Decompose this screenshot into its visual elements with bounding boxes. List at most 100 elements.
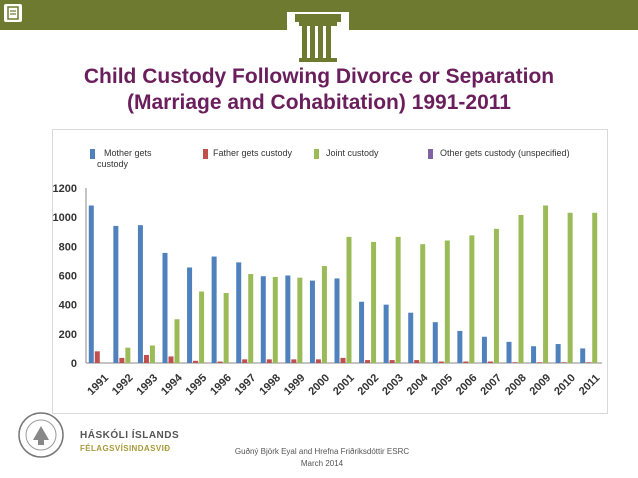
bar-mother-2006 [457, 330, 463, 363]
bar-mother-2004 [408, 312, 414, 363]
bar-joint-1995 [199, 291, 205, 363]
bar-joint-2006 [469, 235, 475, 363]
y-tick-label: 400 [59, 300, 77, 312]
x-tick-label: 2008 [503, 372, 529, 398]
bar-father-1992 [119, 357, 125, 363]
bar-father-2010 [561, 362, 567, 363]
y-tick-label: 1000 [53, 212, 77, 224]
bar-mother-2011 [580, 348, 586, 363]
university-seal-icon [16, 410, 66, 460]
x-tick-label: 2003 [380, 372, 406, 398]
bar-joint-1994 [174, 319, 180, 363]
bar-joint-2004 [420, 244, 426, 363]
university-name: HÁSKÓLI ÍSLANDS [80, 430, 180, 441]
x-tick-label: 2001 [331, 372, 357, 398]
department-name: FÉLAGSVÍSINDASVIÐ [80, 444, 171, 453]
legend-label-other: Other gets custody (unspecified) [440, 148, 570, 158]
bar-father-2001 [340, 357, 346, 363]
bar-mother-1997 [236, 262, 242, 363]
legend-joint: Joint custody [314, 148, 379, 159]
notes-icon[interactable] [4, 4, 22, 22]
legend-mother: Mother gets custody [90, 148, 167, 170]
legend-other: Other gets custody (unspecified) [428, 148, 570, 159]
bar-joint-1999 [297, 277, 303, 363]
bar-joint-1992 [125, 347, 131, 363]
x-tick-label: 2011 [577, 372, 602, 397]
slide-title-line1: Child Custody Following Divorce or Separ… [83, 65, 555, 88]
x-tick-label: 2005 [429, 372, 455, 398]
bar-father-2000 [315, 359, 321, 363]
bar-joint-2010 [567, 212, 573, 363]
bar-father-2005 [438, 361, 444, 363]
y-tick-label: 600 [59, 271, 77, 283]
column-logo [287, 12, 349, 62]
bar-father-2007 [487, 361, 493, 363]
slide-title-line2: (Marriage and Cohabitation) 1991-2011 [127, 91, 511, 114]
legend-label-joint: Joint custody [326, 148, 379, 158]
bar-joint-1997 [248, 274, 254, 363]
y-tick-label: 800 [59, 241, 77, 253]
bar-joint-2003 [395, 236, 401, 363]
x-tick-label: 1999 [282, 372, 308, 398]
footer-line1: Guðný Björk Eyal and Hrefna Friðriksdótt… [234, 447, 410, 456]
x-tick-label: 1991 [85, 372, 111, 398]
bar-mother-1996 [211, 256, 217, 363]
bar-father-2002 [365, 360, 371, 363]
bar-mother-1992 [113, 225, 119, 363]
bar-mother-1993 [137, 225, 143, 363]
legend-swatch-father [203, 149, 208, 159]
bar-father-2009 [537, 362, 543, 363]
bar-joint-2007 [493, 228, 499, 363]
x-tick-label: 2004 [405, 371, 431, 397]
x-tick-label: 2009 [528, 372, 554, 398]
bar-mother-2010 [555, 344, 561, 363]
footer: Guðný Björk Eyal and Hrefna Friðriksdótt… [222, 446, 422, 470]
bar-father-1991 [94, 351, 100, 363]
x-tick-label: 1995 [184, 372, 210, 398]
bar-mother-2003 [383, 304, 389, 363]
legend-father: Father gets custody [203, 148, 293, 159]
bar-father-2011 [586, 362, 592, 363]
bar-mother-2002 [359, 301, 365, 363]
x-tick-label: 2002 [356, 372, 382, 398]
bar-joint-1993 [149, 345, 155, 363]
chart-frame [52, 129, 608, 414]
x-tick-label: 1998 [257, 372, 283, 398]
bar-father-1995 [193, 360, 199, 363]
x-tick-label: 1997 [233, 372, 259, 398]
legend-swatch-joint [314, 149, 319, 159]
bar-mother-2005 [432, 322, 438, 363]
x-tick-label: 2000 [306, 372, 332, 398]
bar-father-1994 [168, 356, 174, 363]
bar-father-1993 [143, 354, 149, 363]
bar-joint-1998 [272, 276, 278, 363]
bar-mother-2000 [309, 280, 315, 363]
bar-mother-2008 [506, 341, 512, 363]
bar-mother-2007 [481, 336, 487, 363]
bar-mother-1991 [88, 205, 94, 363]
footer-line2: March 2014 [300, 459, 344, 468]
bar-father-1999 [291, 359, 297, 363]
bar-joint-1996 [223, 293, 229, 363]
y-tick-label: 1200 [53, 183, 77, 195]
x-tick-label: 1994 [159, 371, 185, 397]
y-tick-label: 200 [59, 329, 77, 341]
bar-mother-1998 [260, 276, 266, 363]
bar-father-2006 [463, 361, 469, 363]
slide-title: Child Custody Following Divorce or Separ… [0, 64, 638, 116]
bar-father-2008 [512, 362, 518, 363]
x-tick-label: 2010 [552, 372, 578, 398]
bar-father-2004 [414, 360, 420, 363]
legend-label-father: Father gets custody [213, 148, 293, 158]
bar-father-2003 [389, 360, 395, 363]
bar-mother-2001 [334, 278, 340, 363]
bar-father-1996 [217, 361, 223, 363]
bar-mother-2009 [531, 346, 537, 363]
x-tick-label: 1992 [110, 372, 136, 398]
bar-mother-1999 [285, 275, 291, 363]
legend-swatch-mother [90, 149, 95, 159]
legend-swatch-other [428, 149, 433, 159]
y-tick-label: 0 [71, 358, 77, 370]
bar-father-1997 [242, 359, 248, 363]
